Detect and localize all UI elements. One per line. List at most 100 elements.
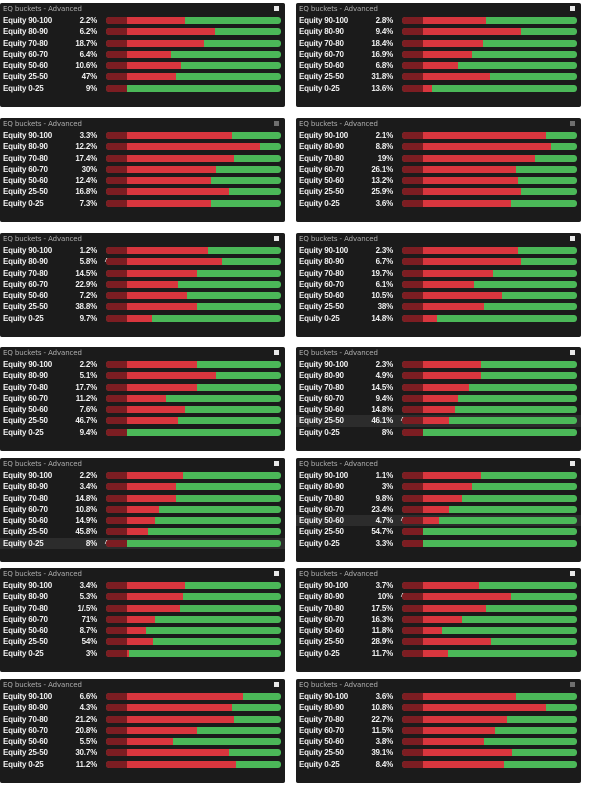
panel-menu-icon[interactable]	[274, 6, 279, 11]
bucket-row[interactable]: Equity 70-80 1/.5%	[0, 603, 285, 614]
bucket-row[interactable]: Equity 50-60 7.2%	[0, 290, 285, 301]
bucket-row[interactable]: Equity 0-25 8.4%	[296, 759, 581, 770]
bucket-row[interactable]: Equity 80-90 6.2%	[0, 26, 285, 37]
bucket-row[interactable]: Equity 60-70 10.8%	[0, 504, 285, 515]
bucket-row[interactable]: Equity 25-50 31.8%	[296, 71, 581, 82]
bucket-row[interactable]: Equity 60-70 22.9%	[0, 279, 285, 290]
bucket-row[interactable]: Equity 0-25 9%	[0, 83, 285, 94]
bucket-row[interactable]: Equity 90-100 2.1%	[296, 130, 581, 141]
bucket-row[interactable]: Equity 90-100 2.3%	[296, 359, 581, 370]
bucket-row[interactable]: Equity 0-25 9.4%	[0, 427, 285, 438]
panel-menu-icon[interactable]	[570, 236, 575, 241]
bucket-row[interactable]: Equity 90-100 1.2%	[0, 245, 285, 256]
bucket-row[interactable]: Equity 25-50 16.8%	[0, 186, 285, 197]
bucket-row[interactable]: Equity 25-50 30.7%	[0, 747, 285, 758]
bucket-row[interactable]: Equity 70-80 22.7%	[296, 714, 581, 725]
bucket-row[interactable]: Equity 80-90 9.4%	[296, 26, 581, 37]
bucket-row[interactable]: Equity 50-60 7.6%	[0, 404, 285, 415]
bucket-row[interactable]: Equity 90-100 2.2%	[0, 470, 285, 481]
panel-menu-icon[interactable]	[570, 682, 575, 687]
bucket-row[interactable]: Equity 60-70 26.1%	[296, 164, 581, 175]
bucket-row[interactable]: Equity 25-50 54%	[0, 636, 285, 647]
bucket-row[interactable]: Equity 50-60 14.9%	[0, 515, 285, 526]
bucket-row[interactable]: Equity 90-100 3.3%	[0, 130, 285, 141]
panel-menu-icon[interactable]	[274, 236, 279, 241]
bucket-row[interactable]: Equity 25-50 38.8%	[0, 301, 285, 312]
bucket-row[interactable]: Equity 80-90 4.3%	[0, 702, 285, 713]
bucket-row[interactable]: Equity 90-100 2.2%	[0, 359, 285, 370]
bucket-row[interactable]: Equity 0-25 3%	[0, 648, 285, 659]
bucket-row[interactable]: Equity 70-80 17.7%	[0, 382, 285, 393]
bucket-row[interactable]: Equity 0-25 7.3%	[0, 198, 285, 209]
bucket-row[interactable]: Equity 70-80 17.5%	[296, 603, 581, 614]
bucket-row[interactable]: Equity 70-80 14.8%	[0, 493, 285, 504]
bucket-row[interactable]: Equity 70-80 19%	[296, 153, 581, 164]
bucket-row[interactable]: Equity 50-60 3.8%	[296, 736, 581, 747]
bucket-row[interactable]: Equity 70-80 18.4%	[296, 38, 581, 49]
bucket-row[interactable]: Equity 25-50 46.7%	[0, 415, 285, 426]
bucket-row[interactable]: Equity 90-100 2.2%	[0, 15, 285, 26]
bucket-row[interactable]: Equity 80-90 8.8%	[296, 141, 581, 152]
bucket-row[interactable]: Equity 50-60 14.8%	[296, 404, 581, 415]
bucket-row[interactable]: Equity 50-60 11.8%	[296, 625, 581, 636]
bucket-row[interactable]: Equity 90-100 2.3%	[296, 245, 581, 256]
bucket-row[interactable]: Equity 50-60 10.6%	[0, 60, 285, 71]
bucket-row[interactable]: Equity 25-50 38%	[296, 301, 581, 312]
bucket-row[interactable]: Equity 0-25 11.7%	[296, 648, 581, 659]
bucket-row[interactable]: Equity 50-60 13.2%	[296, 175, 581, 186]
bucket-row[interactable]: Equity 70-80 19.7%	[296, 268, 581, 279]
panel-menu-icon[interactable]	[274, 121, 279, 126]
bucket-row[interactable]: Equity 50-60 10.5%	[296, 290, 581, 301]
bucket-row[interactable]: Equity 60-70 11.2%	[0, 393, 285, 404]
bucket-row[interactable]: Equity 80-90 4.9%	[296, 370, 581, 381]
bucket-row[interactable]: Equity 80-90 5.1%	[0, 370, 285, 381]
bucket-row[interactable]: Equity 50-60 6.8%	[296, 60, 581, 71]
bucket-row[interactable]: Equity 60-70 20.8%	[0, 725, 285, 736]
bucket-row[interactable]: Equity 90-100 3.6%	[296, 691, 581, 702]
bucket-row[interactable]: Equity 90-100 3.7%	[296, 580, 581, 591]
bucket-row[interactable]: Equity 80-90 3.4%	[0, 481, 285, 492]
bucket-row[interactable]: Equity 60-70 9.4%	[296, 393, 581, 404]
bucket-row[interactable]: Equity 60-70 11.5%	[296, 725, 581, 736]
bucket-row[interactable]: Equity 0-25 13.6%	[296, 83, 581, 94]
bucket-row[interactable]: Equity 90-100 1.1%	[296, 470, 581, 481]
bucket-row[interactable]: Equity 60-70 16.9%	[296, 49, 581, 60]
bucket-row[interactable]: Equity 90-100 2.8%	[296, 15, 581, 26]
bucket-row[interactable]: Equity 70-80 21.2%	[0, 714, 285, 725]
panel-menu-icon[interactable]	[274, 350, 279, 355]
bucket-row[interactable]: Equity 60-70 30%	[0, 164, 285, 175]
bucket-row[interactable]: Equity 60-70 6.1%	[296, 279, 581, 290]
bucket-row[interactable]: Equity 25-50 47%	[0, 71, 285, 82]
bucket-row[interactable]: Equity 80-90 5.3%	[0, 591, 285, 602]
bucket-row[interactable]: Equity 80-90 12.2%	[0, 141, 285, 152]
bucket-row[interactable]: Equity 90-100 6.6%	[0, 691, 285, 702]
bucket-row[interactable]: Equity 25-50 25.9%	[296, 186, 581, 197]
bucket-row[interactable]: Equity 70-80 14.5%	[296, 382, 581, 393]
bucket-row[interactable]: Equity 50-60 12.4%	[0, 175, 285, 186]
bucket-row[interactable]: Equity 60-70 6.4%	[0, 49, 285, 60]
bucket-row[interactable]: Equity 60-70 23.4%	[296, 504, 581, 515]
bucket-row[interactable]: Equity 70-80 14.5%	[0, 268, 285, 279]
panel-menu-icon[interactable]	[570, 6, 575, 11]
bucket-row[interactable]: Equity 25-50 39.1%	[296, 747, 581, 758]
bucket-row[interactable]: Equity 90-100 3.4%	[0, 580, 285, 591]
bucket-row[interactable]: Equity 80-905.8%˄	[0, 256, 285, 267]
panel-menu-icon[interactable]	[570, 461, 575, 466]
panel-menu-icon[interactable]	[274, 461, 279, 466]
bucket-row[interactable]: Equity 80-90 3%	[296, 481, 581, 492]
bucket-row[interactable]: Equity 70-80 18.7%	[0, 38, 285, 49]
bucket-row[interactable]: Equity 25-50 45.8%	[0, 526, 285, 537]
bucket-row[interactable]: Equity 0-25 9.7%	[0, 313, 285, 324]
bucket-row[interactable]: Equity 50-604.7%˄	[296, 515, 581, 527]
bucket-row[interactable]: Equity 60-70 71%	[0, 614, 285, 625]
bucket-row[interactable]: Equity 70-80 9.8%	[296, 493, 581, 504]
bucket-row[interactable]: Equity 0-25 8%	[296, 427, 581, 438]
bucket-row[interactable]: Equity 0-258%˄	[0, 537, 285, 550]
bucket-row[interactable]: Equity 0-25 14.8%	[296, 313, 581, 324]
panel-menu-icon[interactable]	[274, 682, 279, 687]
panel-menu-icon[interactable]	[570, 350, 575, 355]
bucket-row[interactable]: Equity 50-60 8.7%	[0, 625, 285, 636]
bucket-row[interactable]: Equity 0-25 3.3%	[296, 538, 581, 549]
bucket-row[interactable]: Equity 70-80 17.4%	[0, 153, 285, 164]
